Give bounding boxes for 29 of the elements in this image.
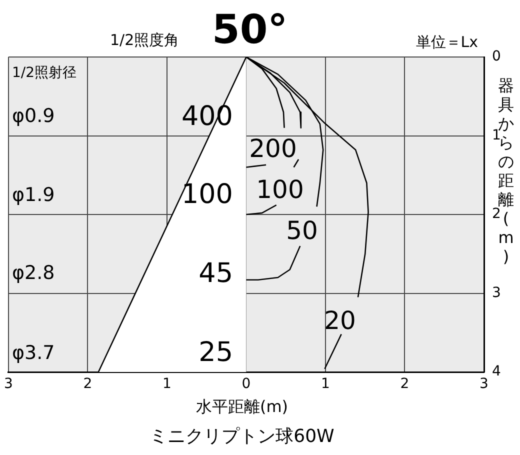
x-tick-label: 2: [400, 376, 410, 392]
x-tick-label: 0: [242, 376, 251, 392]
x-tick-label: 1: [162, 376, 172, 392]
x-tick-label: 2: [83, 376, 92, 392]
y-tick-label: 4: [492, 364, 501, 380]
text: 器具からの距離(m): [498, 76, 514, 266]
annotation: 25: [198, 337, 233, 368]
x-tick-label: 3: [4, 376, 13, 392]
annotation: 1/2照射径: [12, 65, 77, 81]
text: ミニクリプトン球60W: [150, 426, 334, 447]
annotation: φ3.7: [12, 342, 55, 364]
annotation: 20: [324, 306, 356, 335]
y-tick-label: 3: [492, 284, 501, 301]
annotation: 100: [181, 179, 233, 210]
annotation: 50: [286, 216, 318, 245]
y-tick-label: 2: [492, 206, 501, 222]
annotation: 45: [198, 258, 233, 289]
annotation: 100: [256, 175, 304, 204]
text: 単位＝Lx: [416, 33, 478, 51]
x-tick-label: 3: [480, 376, 488, 392]
chart-title: 50°: [212, 7, 288, 53]
annotation: φ1.9: [12, 184, 55, 206]
annotation: 200: [249, 134, 297, 163]
annotation: φ2.8: [12, 262, 55, 284]
annotation: φ0.9: [12, 105, 55, 127]
chart-subtitle: 1/2照度角: [110, 31, 180, 49]
x-tick-label: 1: [321, 376, 330, 392]
y-tick-label: 0: [492, 48, 501, 65]
x-axis-title: 水平距離(m): [196, 397, 288, 416]
